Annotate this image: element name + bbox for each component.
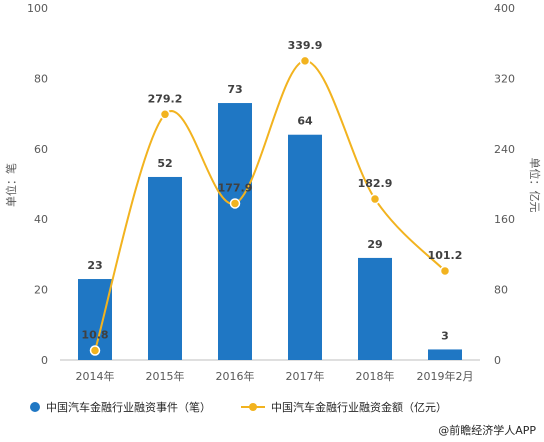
line-value-label: 279.2 (148, 92, 183, 105)
line-point (299, 55, 311, 67)
y-tick-label: 100 (27, 2, 48, 15)
y-tick-label: 40 (34, 213, 48, 226)
bar-value-label: 73 (227, 83, 242, 96)
legend-line-label: 中国汽车金融行业融资金额（亿元） (271, 401, 447, 414)
legend-item-bar[interactable]: 中国汽车金融行业融资事件（笔） (30, 399, 211, 415)
line-point (369, 193, 381, 205)
line-value-label: 101.2 (428, 249, 463, 262)
bar (218, 103, 252, 360)
legend-line-swatch (241, 402, 265, 412)
x-tick-label: 2017年 (286, 369, 325, 383)
bar-value-label: 23 (87, 259, 102, 272)
y-axis-label: 单位：笔 (4, 163, 18, 207)
y2-tick-label: 0 (494, 354, 501, 367)
y2-tick-label: 80 (494, 284, 508, 297)
bar (288, 134, 322, 360)
line-series (89, 55, 451, 356)
line-point (229, 198, 241, 209)
y2-tick-label: 240 (494, 143, 515, 156)
bar (358, 257, 392, 360)
axes: 0 20 40 60 80 100 0 80 160 240 320 400 2014年 2015年 201… (27, 2, 515, 383)
line-point (89, 345, 101, 356)
y-tick-label: 0 (41, 354, 48, 367)
legend-bar-swatch (30, 402, 40, 412)
y2-tick-label: 320 (494, 72, 515, 85)
y2-axis-label: 单位：亿元 (528, 158, 542, 213)
x-tick-label: 2015年 (146, 369, 185, 383)
y-tick-label: 80 (34, 72, 48, 85)
x-tick-label: 2018年 (356, 369, 395, 383)
x-tick-label: 2014年 (76, 369, 115, 383)
bar (428, 349, 462, 360)
y-tick-label: 60 (34, 143, 48, 156)
line-point (439, 265, 451, 277)
x-tick-label: 2019年2月 (417, 369, 474, 383)
line-value-label: 182.9 (358, 177, 393, 190)
line-point (159, 109, 171, 120)
bar-series (78, 103, 462, 360)
line-value-label: 177.9 (218, 181, 253, 194)
bar-value-label: 3 (441, 329, 449, 342)
data-labels: 23 52 73 64 29 3 10.8 279.2 177.9 339.9 182.9 101.2 (81, 39, 462, 343)
source-credit: @前瞻经济学人APP (438, 424, 536, 437)
legend: 中国汽车金融行业融资事件（笔） 中国汽车金融行业融资金额（亿元） (30, 396, 510, 418)
line-value-label: 10.8 (81, 328, 108, 341)
bar-value-label: 52 (157, 157, 172, 170)
legend-item-line[interactable]: 中国汽车金融行业融资金额（亿元） (241, 399, 447, 415)
y2-tick-label: 160 (494, 213, 515, 226)
legend-bar-label: 中国汽车金融行业融资事件（笔） (46, 401, 211, 414)
y-tick-label: 20 (34, 284, 48, 297)
y2-tick-label: 400 (494, 2, 515, 15)
bar-value-label: 29 (367, 238, 382, 251)
bar (148, 176, 182, 360)
line-value-label: 339.9 (288, 39, 323, 52)
bar-value-label: 64 (297, 115, 313, 128)
x-tick-label: 2016年 (216, 369, 255, 383)
